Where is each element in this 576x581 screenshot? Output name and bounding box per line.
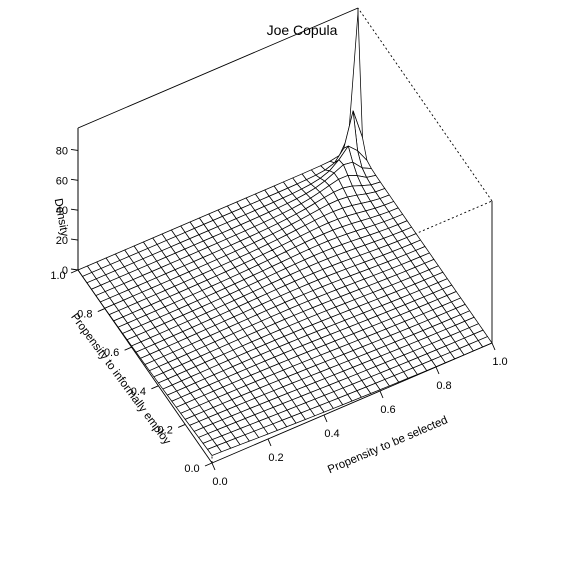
x-tick-mark xyxy=(379,390,384,399)
box-edge-bottom-y xyxy=(77,269,213,464)
box-edge-top-right xyxy=(357,7,493,202)
z-tick-label: 60 xyxy=(56,175,68,187)
y-tick-label: 1.0 xyxy=(50,270,65,282)
y-tick-label: 0.2 xyxy=(158,424,173,436)
box-edge-bottom-x xyxy=(211,342,493,464)
z-axis-label: Density xyxy=(52,198,71,238)
y-tick-mark xyxy=(97,308,105,313)
x-tick-label: 0.2 xyxy=(268,452,283,464)
x-tick-mark xyxy=(211,462,216,471)
z-tick-mark xyxy=(70,178,79,181)
x-tick-mark xyxy=(267,438,272,447)
x-axis-label: Propensity to be selected xyxy=(326,414,449,476)
z-tick-mark xyxy=(70,148,79,151)
y-tick-label: 0.6 xyxy=(104,347,119,359)
y-tick-label: 0.0 xyxy=(184,463,199,475)
y-tick-mark xyxy=(178,423,186,428)
surface-cell xyxy=(207,445,222,456)
box-edge-top-back xyxy=(77,7,359,129)
z-tick-label: 80 xyxy=(56,145,68,157)
y-tick-mark xyxy=(204,462,213,467)
x-tick-mark xyxy=(323,414,328,423)
y-tick-label: 0.4 xyxy=(131,386,146,398)
z-tick-mark xyxy=(70,268,79,271)
x-tick-label: 0.6 xyxy=(380,404,395,416)
z-tick-label: 0 xyxy=(62,265,68,277)
x-tick-label: 1.0 xyxy=(492,356,507,368)
z-tick-mark xyxy=(70,238,79,241)
x-tick-label: 0.0 xyxy=(212,476,227,488)
y-tick-mark xyxy=(124,346,132,351)
x-tick-label: 0.4 xyxy=(324,428,339,440)
chart-title: Joe Copula xyxy=(267,22,338,38)
x-tick-label: 0.8 xyxy=(436,380,451,392)
z-tick-label: 20 xyxy=(56,235,68,247)
z-tick-mark xyxy=(70,208,79,211)
x-tick-mark xyxy=(491,342,496,351)
z-tick-label: 40 xyxy=(56,205,68,217)
y-tick-mark xyxy=(151,385,159,390)
front-box-edges xyxy=(77,128,493,464)
density-surface-mesh xyxy=(77,12,493,456)
x-tick-mark xyxy=(435,366,440,375)
y-tick-label: 0.8 xyxy=(77,309,92,321)
y-tick-mark xyxy=(70,269,79,274)
